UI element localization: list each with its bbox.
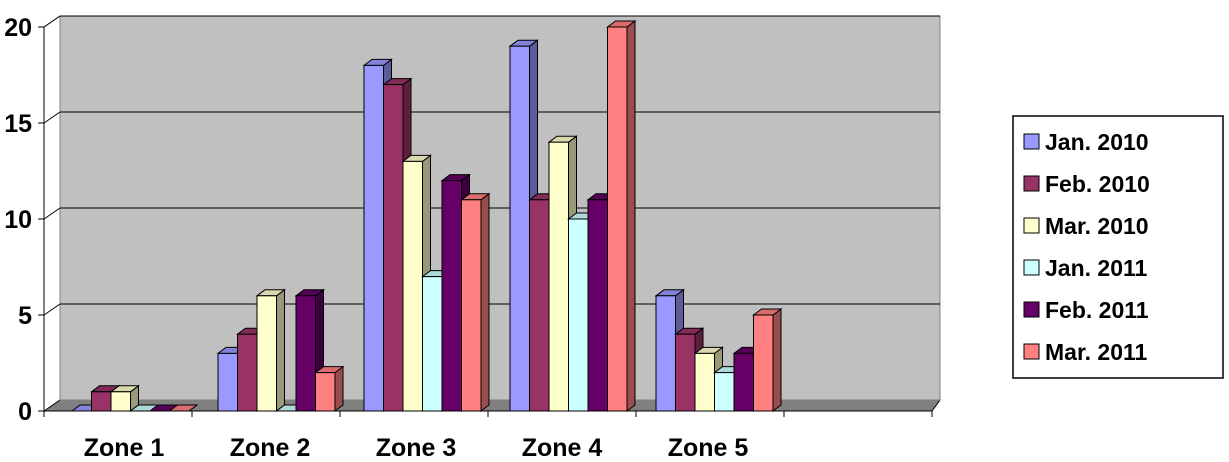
legend-entry: Feb. 2011 xyxy=(1023,297,1149,323)
legend-entry: Jan. 2011 xyxy=(1023,255,1148,281)
gridlines xyxy=(43,15,940,316)
bar-front xyxy=(422,276,443,412)
bar xyxy=(752,308,783,412)
legend-entry: Mar. 2011 xyxy=(1023,339,1148,365)
bar-front xyxy=(383,84,404,412)
legend-label: Jan. 2011 xyxy=(1045,255,1148,281)
bar-front xyxy=(363,64,384,412)
gridline-side xyxy=(43,15,61,28)
bar-front xyxy=(675,333,696,412)
gridline-side xyxy=(43,207,61,220)
bar-front xyxy=(607,26,628,412)
bar-side xyxy=(480,192,490,412)
y-axis: 0 5 10 15 20 xyxy=(4,14,45,426)
bar-front xyxy=(441,180,462,412)
y-tick-label: 15 xyxy=(4,110,32,138)
bar-front xyxy=(548,141,569,412)
bar-front xyxy=(509,45,530,412)
legend-label: Feb. 2011 xyxy=(1045,297,1149,323)
bar-side xyxy=(276,288,285,412)
bar-front xyxy=(256,295,277,412)
bar-front xyxy=(733,352,754,412)
legend-entry: Feb. 2010 xyxy=(1023,171,1150,197)
bar xyxy=(314,365,345,412)
legend-label: Mar. 2010 xyxy=(1045,213,1149,239)
legend-swatch xyxy=(1023,217,1040,234)
legend-swatch xyxy=(1023,175,1040,192)
bar-side xyxy=(334,365,344,412)
legend-swatch xyxy=(1023,133,1040,150)
x-tick-label: Zone 1 xyxy=(84,434,165,462)
legend-entry: Jan. 2010 xyxy=(1023,129,1149,155)
legend-swatch xyxy=(1023,301,1040,318)
bar-front xyxy=(655,295,676,412)
legend-label: Feb. 2010 xyxy=(1045,171,1150,197)
bar-front xyxy=(694,352,715,412)
bars xyxy=(70,20,783,412)
bar-front xyxy=(237,333,258,412)
bar-front xyxy=(529,199,550,412)
legend: Jan. 2010 Feb. 2010 Mar. 2010 Jan. 2011 Feb.… xyxy=(1012,115,1224,379)
bar xyxy=(606,20,637,412)
bar-front xyxy=(568,218,589,412)
bar xyxy=(109,384,140,412)
bar-side xyxy=(772,308,782,412)
legend-box xyxy=(1012,115,1224,379)
bar xyxy=(255,288,286,412)
legend-swatch xyxy=(1023,343,1040,360)
y-tick-label: 10 xyxy=(4,206,32,234)
x-axis: Zone 1 Zone 2 Zone 3 Zone 4 Zone 5 xyxy=(43,410,933,462)
bar-front xyxy=(461,199,482,412)
x-tick-label: Zone 4 xyxy=(522,434,603,462)
legend-label: Mar. 2011 xyxy=(1045,339,1148,365)
legend-entry: Mar. 2010 xyxy=(1023,213,1149,239)
bar-front xyxy=(753,314,774,412)
x-tick-label: Zone 2 xyxy=(230,434,311,462)
y-tick-label: 20 xyxy=(4,14,32,42)
y-tick-label: 5 xyxy=(18,302,32,330)
bar-side xyxy=(626,20,636,412)
gridline-side xyxy=(43,303,61,316)
bar xyxy=(460,192,491,412)
bar-front xyxy=(714,372,735,412)
bar-front xyxy=(217,352,238,412)
x-tick-label: Zone 5 xyxy=(668,434,749,462)
bar-front xyxy=(315,372,336,412)
y-tick-label: 0 xyxy=(18,398,32,426)
bar-front xyxy=(110,391,131,412)
legend-label: Jan. 2010 xyxy=(1045,129,1149,155)
gridline-side xyxy=(43,111,61,124)
x-tick-label: Zone 3 xyxy=(376,434,457,462)
bar-front xyxy=(402,160,423,412)
bar-front xyxy=(91,391,112,412)
bar-front xyxy=(587,199,608,412)
bar-front xyxy=(295,295,316,412)
legend-swatch xyxy=(1023,259,1040,276)
